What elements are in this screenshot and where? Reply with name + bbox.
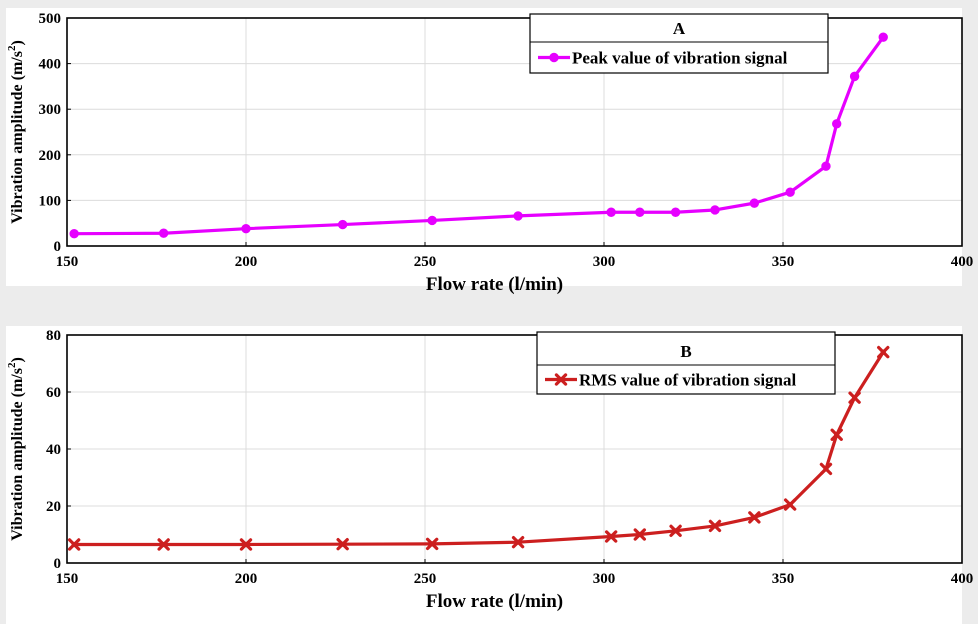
panel-b-data-point <box>848 391 861 404</box>
panel-b-data-point-core <box>429 541 435 547</box>
panel-a-y-tick-label: 100 <box>39 193 62 209</box>
panel-b-data-point <box>425 537 439 551</box>
panel-b-y-tick-label: 0 <box>54 556 62 572</box>
panel-b-data-point-core <box>515 539 521 545</box>
panel-a-data-point <box>69 228 79 239</box>
panel-a-x-tick-label: 250 <box>414 254 437 270</box>
panel-b-data-point-core <box>161 541 167 548</box>
panel-b-data-point-core <box>673 528 679 534</box>
panel-a-data-point <box>635 207 645 217</box>
panel-b-data-point-core <box>834 432 840 438</box>
panel-b-data-point-core <box>880 349 886 355</box>
panel-a-y-tick-label: 0 <box>54 239 62 255</box>
panel-a-data-point <box>513 211 523 221</box>
panel-b-data-point <box>511 535 525 549</box>
top-strip <box>0 0 978 8</box>
panel-a-y-tick-label: 200 <box>39 148 62 164</box>
panel-a-y-tick-label: 300 <box>39 102 62 118</box>
panel-a-legend-swatch-marker <box>549 52 559 63</box>
panel-a-data-point <box>241 223 251 234</box>
panel-b-x-tick-label: 300 <box>593 571 616 587</box>
panel-a-x-tick-label: 150 <box>56 254 79 270</box>
panel-b-data-point-core <box>71 541 77 548</box>
panel-a-series-line <box>74 36 885 236</box>
panel-a-x-tick-label: 350 <box>772 254 795 270</box>
panel-a-data-point <box>849 71 860 82</box>
panel-b-data-point-core <box>852 395 858 401</box>
panel-a-data-point <box>832 119 842 129</box>
panel-a-legend-entry-label: Peak value of vibration signal <box>572 49 788 68</box>
panel-b-data-point-core <box>751 514 757 521</box>
panel-b-legend-box <box>536 331 836 395</box>
panel-b-data-point <box>830 428 843 441</box>
panel-a-data-point <box>821 161 831 171</box>
panel-a: 150 200 250 300 350 400 0 100 200 300 400 500 Flow r… <box>6 11 973 295</box>
panel-b-x-axis-label: Flow rate (l/min) <box>426 591 563 612</box>
panel-a-legend-box <box>529 13 829 74</box>
panel-b-data-point <box>748 511 761 524</box>
panel-b-data-point-core <box>243 541 249 548</box>
panel-b-x-tick-label: 200 <box>235 571 258 587</box>
panel-a-y-tick-label: 500 <box>39 11 62 27</box>
panel-b-x-tick-label: 250 <box>414 571 437 587</box>
panel-b-data-point <box>783 498 797 511</box>
panel-b-y-tick-label: 60 <box>46 385 61 401</box>
panel-b-x-tick-label: 150 <box>56 571 79 587</box>
panel-a-data-point <box>158 228 169 238</box>
panel-a-data-point <box>785 187 795 197</box>
panel-a-axes-frame <box>66 17 963 247</box>
panel-a-data-point <box>749 198 760 208</box>
panel-a-data-point <box>710 205 720 215</box>
panel-b-data-point-core <box>608 533 614 540</box>
panel-b-data-point <box>633 528 646 541</box>
panel-b: 150 200 250 300 350 400 0 20 40 60 80 Flow rate (l/… <box>6 328 973 612</box>
panel-b-data-point <box>708 519 722 533</box>
panel-a-data-point <box>878 32 888 42</box>
panel-a-legend-title: A <box>673 19 686 38</box>
panel-b-data-point <box>819 462 833 476</box>
panel-b-data-point <box>239 538 253 551</box>
panel-b-data-point <box>669 524 682 537</box>
panel-b-data-point <box>877 345 890 359</box>
panel-a-legend: A Peak value of vibration signal <box>529 13 829 74</box>
panel-a-x-tick-label: 400 <box>951 254 974 270</box>
panel-a-x-axis-label: Flow rate (l/min) <box>426 274 563 295</box>
panel-b-y-tick-label: 20 <box>46 499 61 515</box>
panel-a-y-axis-label: Vibration amplitude (m/s2) <box>6 40 26 224</box>
panel-b-legend-swatch-marker <box>554 373 568 386</box>
panel-a-y-tick-label: 400 <box>39 57 62 73</box>
panel-b-y-axis-label: Vibration amplitude (m/s2) <box>6 357 26 541</box>
panel-b-legend: B RMS value of vibration signal <box>536 331 836 395</box>
panel-b-legend-title: B <box>680 342 691 361</box>
panel-b-data-point-core <box>340 541 346 547</box>
panel-b-data-point <box>604 530 618 543</box>
panel-b-axes-frame <box>66 334 963 564</box>
panel-a-data-point <box>337 219 348 230</box>
panel-b-y-tick-label: 80 <box>46 328 61 344</box>
panel-divider-strip <box>0 286 978 326</box>
panel-b-legend-swatch-marker-core <box>558 376 564 383</box>
panel-b-data-point-core <box>823 466 829 472</box>
panel-b-data-point <box>157 538 170 551</box>
panel-a-x-tick-label: 300 <box>593 254 616 270</box>
panel-b-legend-entry-label: RMS value of vibration signal <box>579 371 797 390</box>
panel-a-data-point <box>606 207 616 217</box>
panel-b-x-tick-label: 350 <box>772 571 795 587</box>
panel-b-x-tick-label: 400 <box>951 571 974 587</box>
panel-b-data-point-core <box>787 501 793 508</box>
panel-b-data-point-core <box>637 531 643 538</box>
panel-b-series-line <box>74 351 885 547</box>
panel-b-data-point <box>336 537 349 551</box>
panel-a-data-point <box>427 215 437 226</box>
panel-b-data-point-core <box>712 523 718 529</box>
panel-b-y-tick-label: 40 <box>46 442 61 458</box>
panel-b-data-point <box>67 538 81 551</box>
panel-a-data-point <box>670 207 681 217</box>
panel-a-x-tick-label: 200 <box>235 254 258 270</box>
